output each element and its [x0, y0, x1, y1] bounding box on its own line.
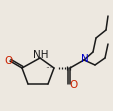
Text: O: O: [69, 80, 77, 90]
Text: NH: NH: [33, 50, 48, 59]
Text: N: N: [80, 54, 88, 63]
Text: ···: ···: [45, 64, 52, 73]
Text: O: O: [5, 56, 13, 66]
